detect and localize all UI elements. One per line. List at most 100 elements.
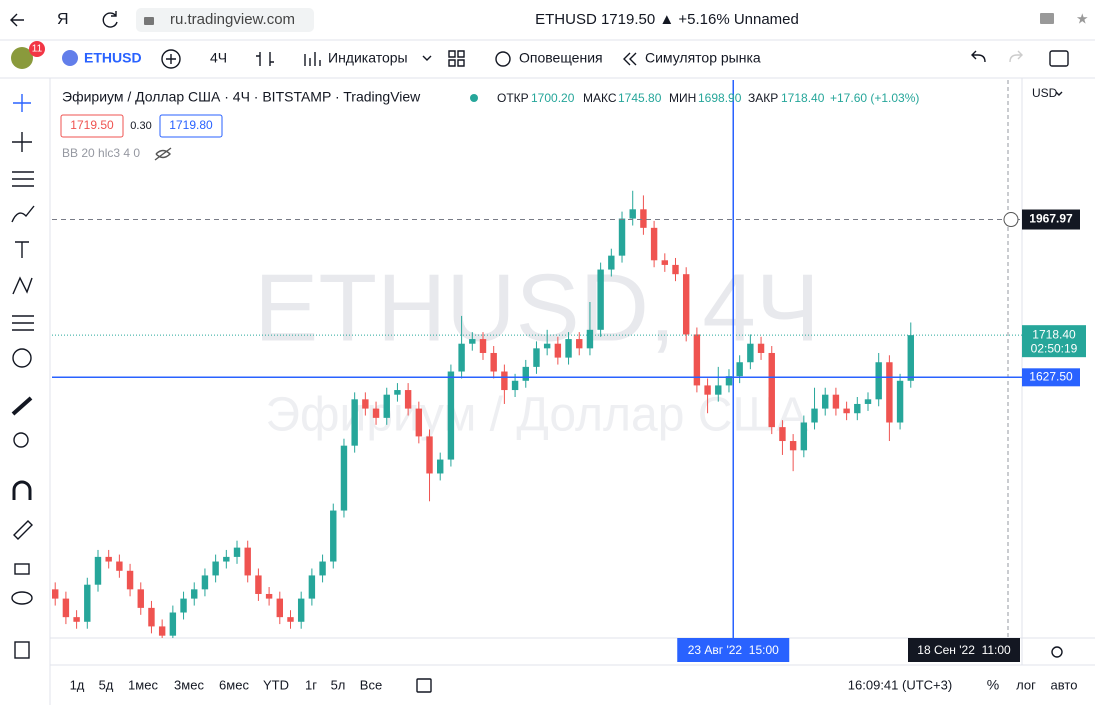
icon-tool[interactable] <box>12 348 32 368</box>
currency-dropdown[interactable] <box>1055 91 1063 96</box>
reload-button[interactable] <box>102 11 118 28</box>
range-button[interactable]: 3мес <box>174 677 204 692</box>
hide-tool[interactable] <box>11 591 33 605</box>
cursor-tool[interactable] <box>12 132 32 152</box>
candle-body <box>319 561 326 576</box>
avatar[interactable] <box>11 47 33 69</box>
layouts-button[interactable] <box>448 50 465 67</box>
range-button[interactable]: 1мес <box>128 677 158 692</box>
candle-body <box>672 264 679 275</box>
chart-type-button[interactable] <box>256 52 274 66</box>
interval[interactable]: 4Ч <box>210 50 227 66</box>
lock-tool[interactable] <box>14 563 30 575</box>
text-tool[interactable] <box>15 241 29 258</box>
price-tag-label: 1967.97 <box>1029 212 1073 226</box>
candle-body <box>415 408 423 437</box>
replay-icon <box>623 52 637 66</box>
candle-body <box>693 334 701 386</box>
candle-body <box>854 403 861 414</box>
range-button[interactable]: 1д <box>70 677 85 692</box>
currency[interactable]: USD <box>1032 86 1058 100</box>
redo-button[interactable] <box>1009 50 1023 63</box>
candle-body <box>340 445 348 511</box>
forecast-tool[interactable] <box>12 315 34 331</box>
percent-button[interactable]: % <box>987 677 999 693</box>
watermark-subtitle: Эфириум / Доллар США <box>266 389 809 442</box>
candle-body <box>736 362 743 377</box>
candle-body <box>233 547 241 557</box>
range-buttons: 1д 5д 1мес 3мес 6мес YTD 1г 5л Все <box>70 677 383 692</box>
trash-tool[interactable] <box>14 641 30 659</box>
lines-tool[interactable] <box>12 171 34 187</box>
candle-body <box>297 598 305 622</box>
undo-button[interactable] <box>971 50 986 63</box>
candle-body <box>907 335 914 381</box>
brush-tool[interactable] <box>11 205 35 223</box>
browser-logo[interactable]: Я <box>57 11 69 28</box>
auto-button[interactable]: авто <box>1051 677 1078 692</box>
candle-body <box>843 408 850 414</box>
candle-body <box>661 260 669 265</box>
crosshair-tool[interactable] <box>13 94 31 112</box>
address-bar[interactable] <box>136 8 314 32</box>
candle-body <box>715 385 722 395</box>
sell-box[interactable] <box>60 114 124 138</box>
candle-body <box>779 427 786 442</box>
candle-body <box>426 436 433 474</box>
candle-body <box>586 329 594 349</box>
spread: 0.30 <box>130 120 151 132</box>
star-icon[interactable]: ★ <box>1076 11 1089 27</box>
candle-body <box>116 561 123 571</box>
url: ru.tradingview.com <box>170 11 295 28</box>
range-button[interactable]: 5д <box>99 677 114 692</box>
candle-body <box>789 441 797 451</box>
magnet-tool[interactable] <box>12 480 32 500</box>
symbol[interactable]: ETHUSD <box>84 50 142 66</box>
add-alert-button <box>1003 212 1019 228</box>
compare-button[interactable] <box>161 49 181 69</box>
date-range-button[interactable] <box>416 678 432 693</box>
legend-label: МАКС <box>583 91 617 105</box>
candle-body <box>394 390 401 395</box>
candle-body <box>223 556 230 562</box>
candle-body <box>362 399 369 409</box>
candle-body <box>137 589 144 608</box>
replay-button[interactable]: Симулятор рынка <box>645 50 761 66</box>
range-button[interactable]: 6мес <box>219 677 249 692</box>
candle-body <box>276 598 284 618</box>
plot <box>52 190 914 638</box>
candle-body <box>383 394 390 418</box>
candle-body <box>768 352 775 428</box>
candle-body <box>94 556 102 585</box>
candle-body <box>576 339 583 349</box>
candle-body <box>640 209 647 228</box>
range-button[interactable]: Все <box>360 677 382 692</box>
candle-body <box>84 584 91 622</box>
indicator-label: BB 20 hlc3 4 0 <box>62 146 140 160</box>
last-time-label: 18 Сен '22 11:00 <box>917 643 1011 657</box>
candle-body <box>469 339 476 344</box>
back-button[interactable] <box>10 13 24 27</box>
alerts-button[interactable]: Оповещения <box>519 50 603 66</box>
range-button[interactable]: YTD <box>263 677 289 692</box>
candle-body <box>458 343 465 372</box>
ask: 1719.80 <box>169 118 213 132</box>
indicators-button[interactable]: Индикаторы <box>328 50 408 66</box>
zoom-tool[interactable] <box>13 432 29 448</box>
bid: 1719.50 <box>70 118 114 132</box>
draw-mode-tool[interactable] <box>13 520 33 540</box>
fullscreen-button[interactable] <box>1049 50 1069 67</box>
hidden-icon[interactable] <box>154 147 172 161</box>
log-button[interactable]: лог <box>1016 677 1036 692</box>
range-button[interactable]: 1г <box>305 677 317 692</box>
pattern-tool[interactable] <box>12 276 33 295</box>
dropdown[interactable] <box>422 55 432 61</box>
ruler-tool[interactable] <box>11 396 33 416</box>
candle-body <box>597 269 604 330</box>
crosshair-price-label: 1627.50 <box>1029 369 1073 383</box>
settings-button[interactable] <box>1051 646 1063 658</box>
buy-box[interactable] <box>159 114 223 138</box>
chat-icon[interactable] <box>1040 13 1054 24</box>
range-button[interactable]: 5л <box>331 677 346 692</box>
candle-body <box>608 255 615 270</box>
